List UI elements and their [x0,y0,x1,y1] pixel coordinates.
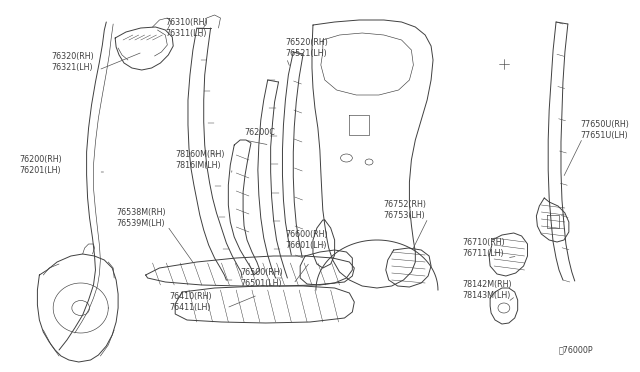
Text: 78160M(RH)
7816IM(LH): 78160M(RH) 7816IM(LH) [175,150,225,170]
Text: 76752(RH)
76753(LH): 76752(RH) 76753(LH) [384,200,427,220]
Text: ❠76000P: ❠76000P [559,346,594,355]
Text: 76710(RH)
76711(LH): 76710(RH) 76711(LH) [463,238,506,258]
Text: 76600(RH)
76601(LH): 76600(RH) 76601(LH) [285,230,328,250]
Text: 78142M(RH)
78143M(LH): 78142M(RH) 78143M(LH) [463,280,512,300]
Text: 76410(RH)
76411(LH): 76410(RH) 76411(LH) [169,292,212,312]
Text: 76200(RH)
76201(LH): 76200(RH) 76201(LH) [20,155,63,175]
Text: 76500(RH)
76501(LH): 76500(RH) 76501(LH) [240,268,283,288]
Text: 77650U(RH)
77651U(LH): 77650U(RH) 77651U(LH) [580,120,630,140]
Text: 76520(RH)
76521(LH): 76520(RH) 76521(LH) [285,38,328,58]
Text: 76310(RH)
76311(LH): 76310(RH) 76311(LH) [165,18,208,38]
Text: 76538M(RH)
76539M(LH): 76538M(RH) 76539M(LH) [116,208,166,228]
Text: 76200C: 76200C [244,128,275,137]
Text: 76320(RH)
76321(LH): 76320(RH) 76321(LH) [51,52,94,72]
